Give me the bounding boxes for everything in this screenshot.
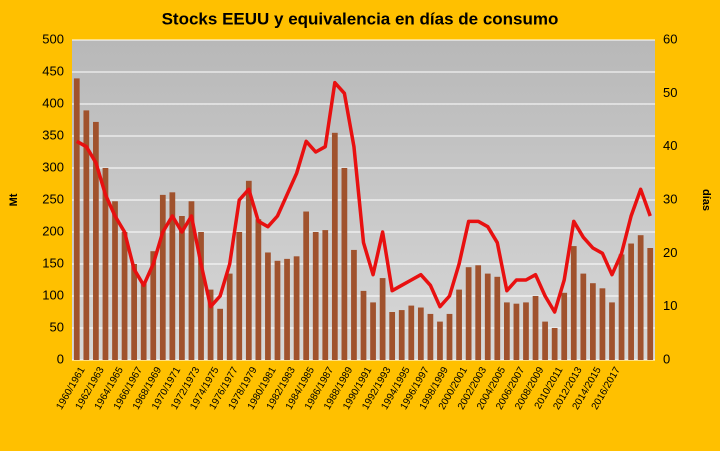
y2-tick-label: 10 xyxy=(663,298,677,313)
bar xyxy=(351,249,357,360)
bar xyxy=(322,230,329,360)
bar xyxy=(446,313,453,360)
bar xyxy=(341,168,348,360)
bar xyxy=(609,302,615,360)
bar xyxy=(494,276,501,360)
y2-tick-label: 40 xyxy=(663,138,677,153)
bar xyxy=(532,296,539,360)
bar xyxy=(207,289,214,360)
bar xyxy=(437,321,443,360)
y-tick-label: 200 xyxy=(42,223,64,238)
bar xyxy=(236,232,243,360)
bar xyxy=(217,308,224,360)
y-tick-label: 50 xyxy=(50,319,64,334)
y-tick-label: 0 xyxy=(57,351,64,366)
bar xyxy=(503,302,510,360)
bar xyxy=(255,219,262,360)
bar xyxy=(169,192,176,360)
bar xyxy=(73,78,80,361)
y2-tick-label: 20 xyxy=(663,245,677,260)
y2-tick-label: 30 xyxy=(663,191,677,206)
bar xyxy=(408,305,415,360)
bar xyxy=(265,252,271,360)
y2-tick-label: 50 xyxy=(663,85,677,100)
bar xyxy=(331,132,338,360)
y2-tick-label: 0 xyxy=(663,351,670,366)
bar xyxy=(293,256,300,360)
bar xyxy=(647,248,654,360)
bar xyxy=(484,273,491,360)
y-tick-label: 500 xyxy=(42,31,64,46)
y-tick-label: 250 xyxy=(42,191,64,206)
y-tick-label: 350 xyxy=(42,127,64,142)
y-tick-label: 450 xyxy=(42,63,64,78)
bar xyxy=(112,201,118,360)
bar xyxy=(398,310,405,360)
bar xyxy=(475,265,482,360)
bar xyxy=(628,243,634,360)
bar xyxy=(245,180,252,360)
bar xyxy=(570,246,577,360)
bar xyxy=(456,289,462,360)
bar xyxy=(590,283,596,360)
bar xyxy=(599,288,606,360)
bar xyxy=(389,312,396,360)
chart-title: Stocks EEUU y equivalencia en días de co… xyxy=(162,9,559,28)
bar xyxy=(93,121,99,360)
bar xyxy=(284,258,290,360)
bar xyxy=(121,232,128,360)
y-tick-label: 400 xyxy=(42,95,64,110)
bar xyxy=(198,232,204,360)
bar xyxy=(159,194,166,360)
bar xyxy=(131,264,137,360)
bar xyxy=(150,251,157,360)
y-tick-label: 150 xyxy=(42,255,64,270)
y2-tick-label: 60 xyxy=(663,31,677,46)
bar xyxy=(102,168,109,360)
bar xyxy=(523,302,529,360)
bar xyxy=(513,303,520,360)
bar xyxy=(465,267,472,360)
bar xyxy=(303,211,310,360)
bar xyxy=(226,273,233,360)
bar xyxy=(188,201,195,360)
bar xyxy=(542,321,548,360)
bar xyxy=(360,290,367,360)
bar xyxy=(427,313,434,360)
line xyxy=(75,80,652,314)
bar xyxy=(179,216,185,360)
bar xyxy=(83,110,90,361)
y2-axis-label: días xyxy=(700,189,712,211)
bar xyxy=(312,232,319,360)
y-tick-label: 300 xyxy=(42,159,64,174)
y-axis-label: Mt xyxy=(8,193,20,206)
bar xyxy=(618,254,625,360)
bar xyxy=(379,278,386,360)
bar xyxy=(274,260,281,360)
bar xyxy=(370,302,376,360)
bar xyxy=(417,307,424,360)
bar xyxy=(140,283,147,360)
bar xyxy=(637,235,644,360)
bar xyxy=(580,273,587,360)
bar xyxy=(551,328,558,360)
y-tick-label: 100 xyxy=(42,287,64,302)
bar xyxy=(561,292,568,360)
